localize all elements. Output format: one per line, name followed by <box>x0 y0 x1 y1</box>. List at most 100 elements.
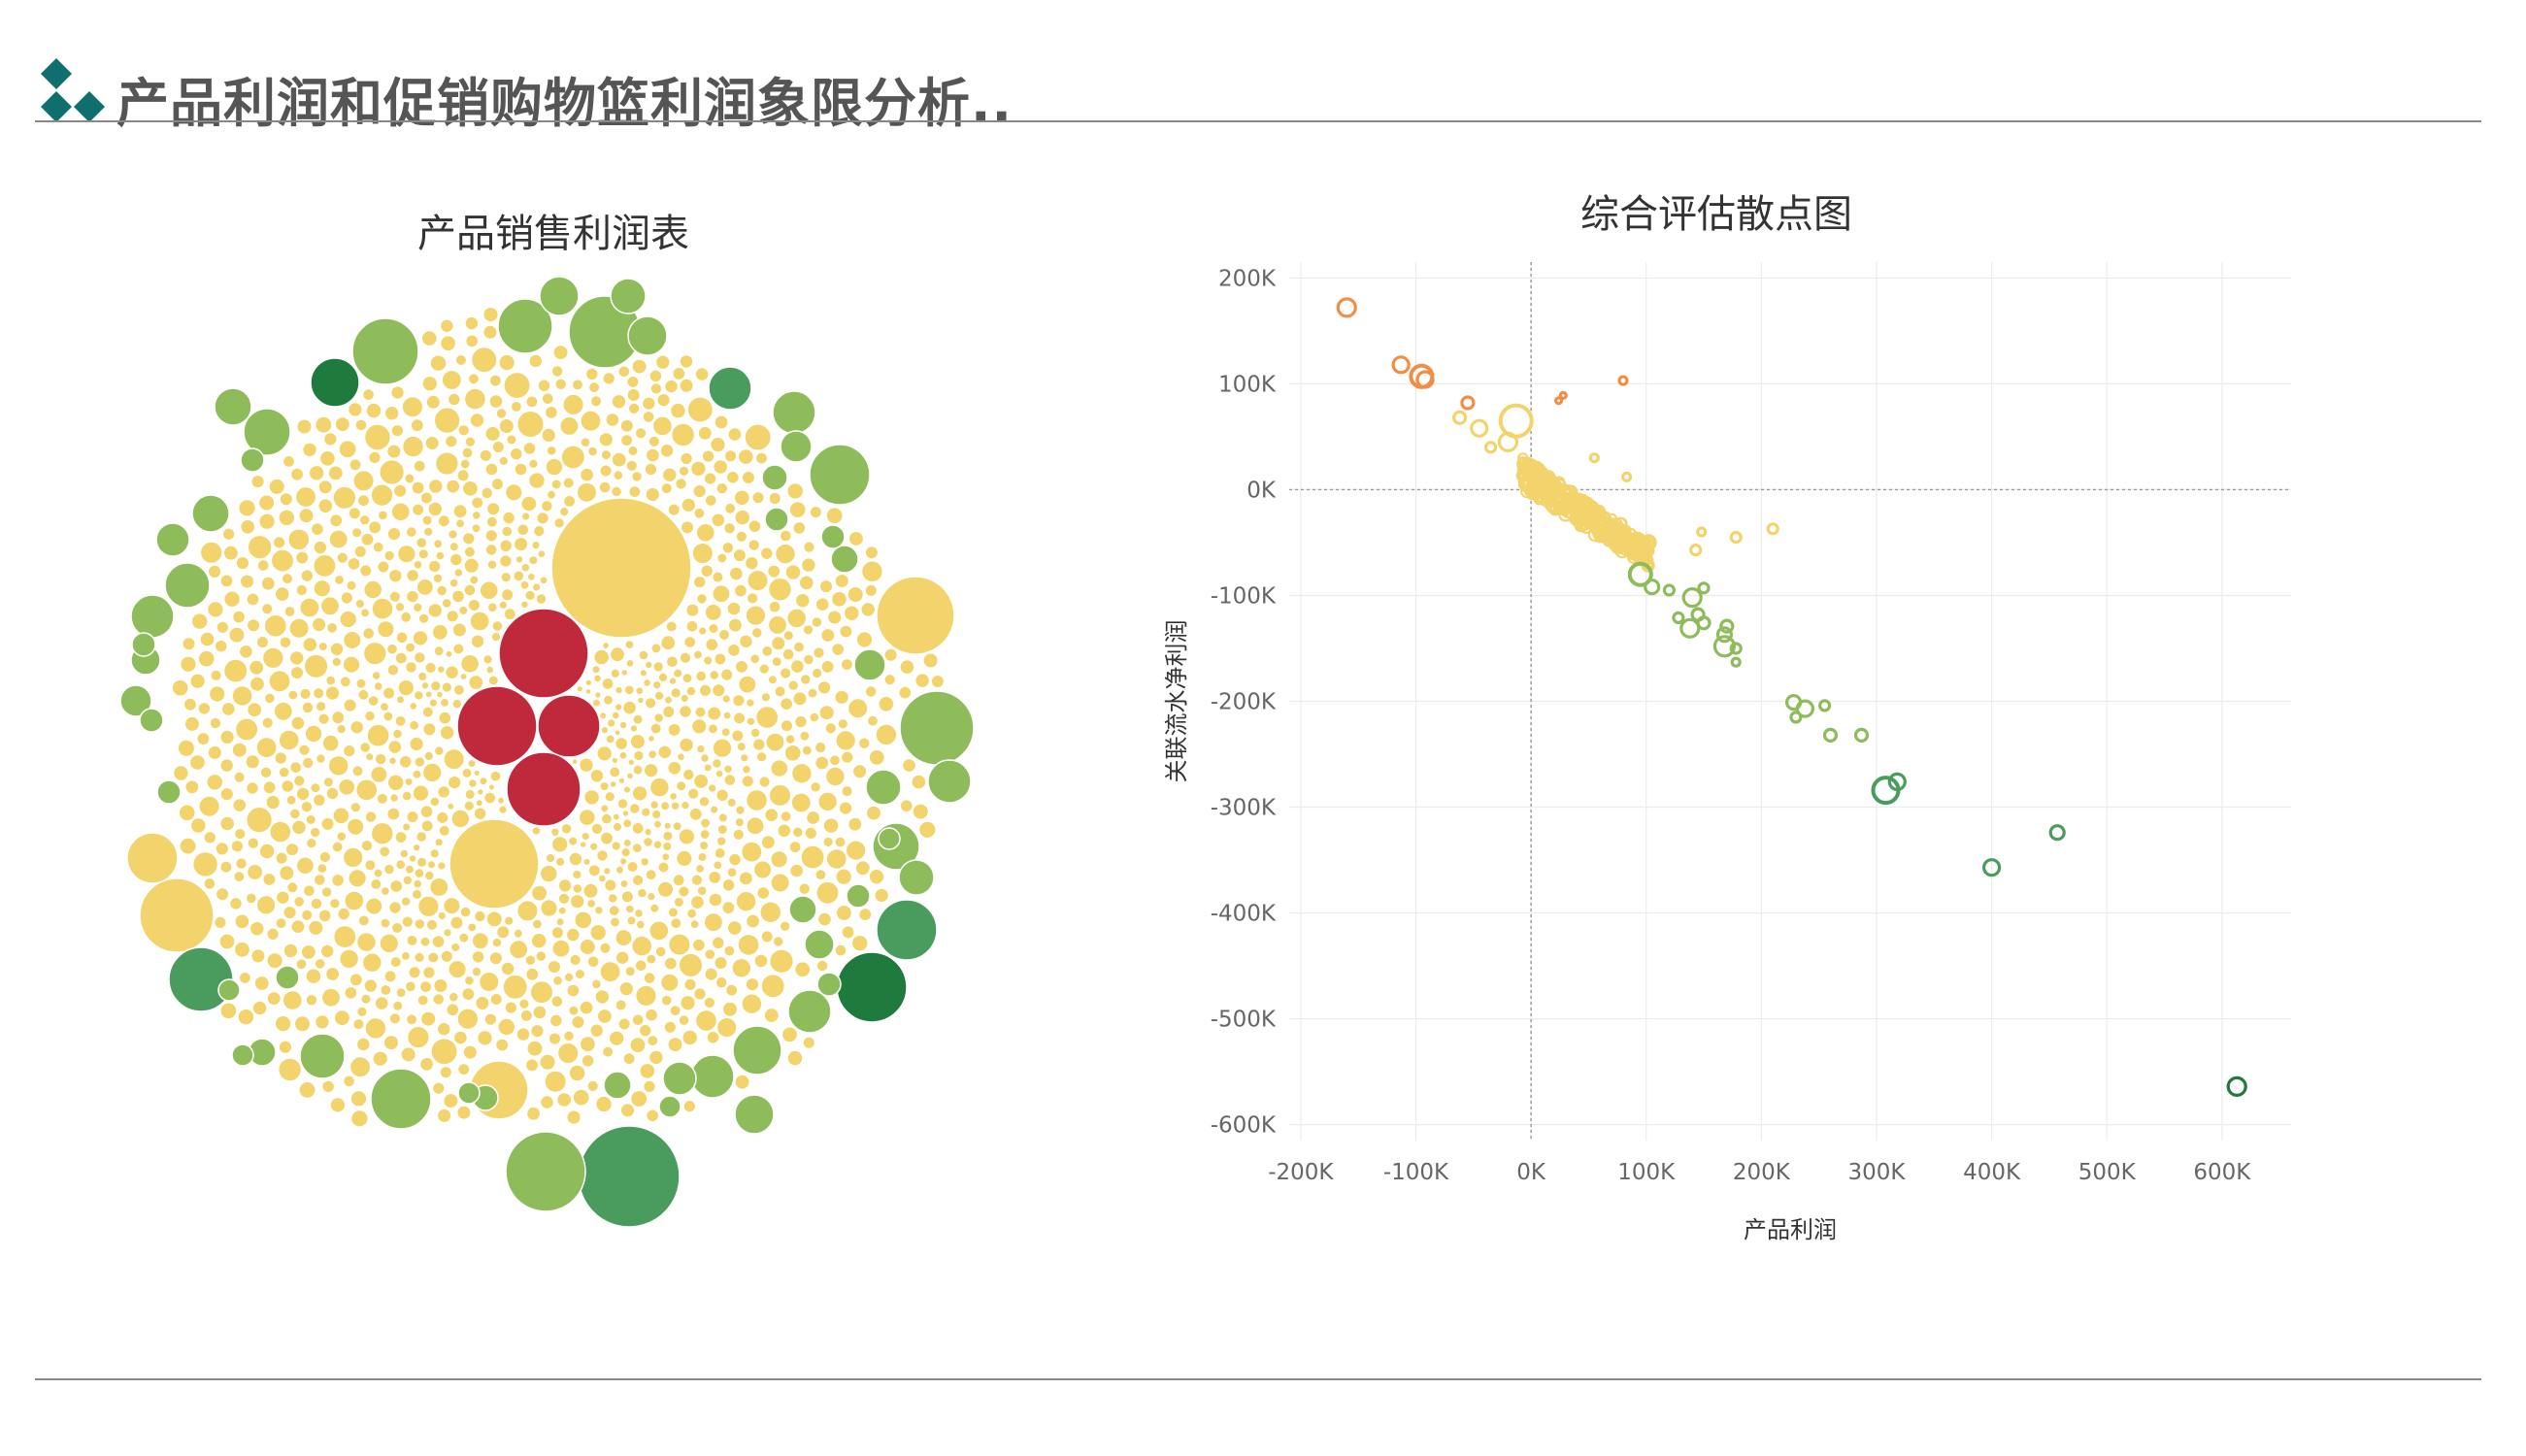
bubble <box>599 960 621 983</box>
bubble <box>422 722 437 737</box>
bubble <box>622 700 638 715</box>
bubble <box>531 918 543 930</box>
bubble <box>875 723 898 746</box>
bubble <box>469 413 485 428</box>
bubble <box>229 896 243 910</box>
bubble <box>305 813 316 826</box>
bubble <box>850 934 869 952</box>
bubble <box>219 1002 238 1020</box>
bubble <box>546 489 557 500</box>
bubble <box>621 810 630 817</box>
scatter-point <box>1795 699 1815 718</box>
bubble <box>395 986 407 999</box>
bubble <box>259 766 273 779</box>
bubble <box>230 839 245 853</box>
bubble <box>188 753 206 771</box>
bubble <box>361 952 382 974</box>
bubble <box>331 873 346 887</box>
bubble <box>461 986 476 1002</box>
bubble <box>701 449 715 463</box>
bubble <box>883 673 896 686</box>
bubble <box>327 755 349 777</box>
bubble <box>589 923 608 942</box>
bubble <box>438 711 452 725</box>
bubble <box>393 483 408 498</box>
bubble <box>855 631 874 648</box>
bubble <box>303 653 329 679</box>
bubble <box>791 762 813 784</box>
bubble <box>510 400 522 414</box>
bubble <box>580 410 602 432</box>
bubble <box>637 887 648 899</box>
bubble <box>339 948 360 970</box>
bubble <box>356 932 377 952</box>
scatter-point <box>1696 526 1708 538</box>
bubble <box>219 786 235 802</box>
scatter-point <box>1470 418 1489 438</box>
bubble <box>356 494 371 508</box>
bubble <box>688 807 703 821</box>
bubble <box>314 957 326 970</box>
bubble <box>557 906 567 915</box>
bubble <box>238 499 256 517</box>
scatter-point <box>1730 656 1742 668</box>
bubble <box>295 786 311 802</box>
bubble <box>624 966 636 977</box>
bubble <box>462 1044 478 1060</box>
bubble <box>618 720 628 730</box>
bubble <box>371 671 382 681</box>
bubble <box>382 1034 400 1051</box>
bubble <box>725 470 740 484</box>
bubble <box>831 643 846 657</box>
bubble <box>441 597 452 609</box>
bubble <box>770 849 788 869</box>
bubble <box>331 711 346 725</box>
bubble <box>749 727 761 739</box>
bubble <box>390 423 405 438</box>
bubble <box>231 685 253 707</box>
bubble <box>429 354 448 373</box>
bubble <box>713 459 729 476</box>
bubble <box>834 689 849 706</box>
bubble <box>868 748 885 767</box>
scatter-point <box>1498 403 1534 439</box>
bubble <box>691 938 706 952</box>
bubble <box>525 1058 540 1073</box>
bubble <box>515 1027 531 1042</box>
scatter-point-cluster <box>1580 511 1596 526</box>
bubble <box>708 892 723 908</box>
bubble <box>401 915 415 928</box>
bubble <box>501 525 514 538</box>
bubble <box>471 510 482 520</box>
bubble <box>646 1109 660 1123</box>
bubble <box>354 418 368 432</box>
bubble <box>179 837 197 855</box>
bubble-light-green <box>156 779 182 805</box>
bubble <box>568 1005 580 1016</box>
bubble <box>545 852 556 864</box>
bubble <box>290 467 305 481</box>
bubble-dark-red <box>506 751 582 827</box>
bubble <box>411 503 425 516</box>
bubble <box>587 381 601 394</box>
bubble <box>287 689 299 701</box>
bubble <box>417 671 428 682</box>
bubble <box>763 1007 780 1024</box>
bubble <box>586 898 597 909</box>
bubble <box>518 998 530 1009</box>
bubble <box>415 830 428 843</box>
bubble <box>560 822 573 835</box>
bubble <box>736 742 748 752</box>
bubble <box>807 687 818 699</box>
bubble <box>329 642 345 657</box>
bubble <box>305 968 322 985</box>
bubble <box>717 628 731 642</box>
bubble <box>695 670 708 682</box>
scatter-point <box>1712 635 1737 658</box>
bubble-light-green <box>497 298 553 354</box>
bubble <box>234 913 250 930</box>
bubble <box>673 668 683 678</box>
scatter-point <box>1853 727 1870 744</box>
scatter-point <box>1887 772 1907 792</box>
bubble <box>746 816 765 836</box>
